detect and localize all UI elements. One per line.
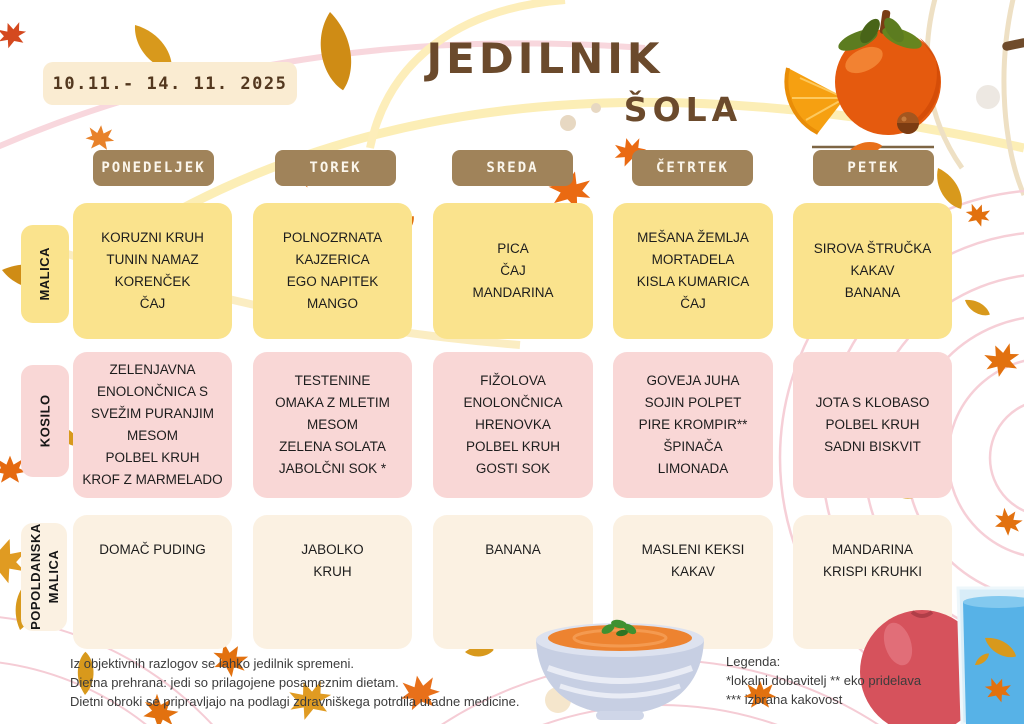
legend-line: *lokalni dobavitelj ** eko pridelava	[726, 672, 922, 688]
cream-arcs	[924, 0, 1024, 197]
row-label-text: KOSILO	[37, 394, 53, 448]
menu-cell-kosilo-torek: TESTENINE OMAKA Z MLETIM MESOM ZELENA SO…	[253, 352, 412, 498]
menu-cell-kosilo-sreda: FIŽOLOVA ENOLONČNICA HRENOVKA POLBEL KRU…	[433, 352, 593, 498]
persimmon-icon	[784, 9, 941, 135]
day-header-torek: TOREK	[275, 150, 396, 186]
row-label-text: POPOLDANSKA MALICA	[27, 523, 60, 631]
menu-cell-popoldanska-ponedeljek: DOMAČ PUDING	[73, 515, 232, 649]
day-header-cetrtek: ČETRTEK	[632, 150, 753, 186]
menu-cell-kosilo-petek: JOTA S KLOBASO POLBEL KRUH SADNI BISKVIT	[793, 352, 952, 498]
legend: Legenda: *lokalni dobavitelj ** eko prid…	[726, 653, 921, 710]
legend-title: Legenda:	[726, 654, 781, 669]
row-label-kosilo: KOSILO	[21, 365, 69, 477]
footnote: Iz objektivnih razlogov se lahko jedilni…	[70, 656, 354, 671]
footnote: Dietna prehrana: jedi so prilagojene pos…	[70, 674, 399, 690]
menu-cell-malica-ponedeljek: KORUZNI KRUH TUNIN NAMAZ KORENČEK ČAJ	[73, 203, 232, 339]
row-label-popoldanska-malica: POPOLDANSKA MALICA	[21, 523, 67, 631]
menu-cell-popoldanska-torek: JABOLKO KRUH	[253, 515, 412, 649]
menu-cell-kosilo-cetrtek: GOVEJA JUHA SOJIN POLPET PIRE KROMPIR** …	[613, 352, 773, 498]
legend-line: *** izbrana kakovost	[726, 691, 843, 707]
menu-cell-malica-cetrtek: MEŠANA ŽEMLJA MORTADELA KISLA KUMARICA Č…	[613, 203, 773, 339]
page-subtitle: ŠOLA	[623, 90, 743, 129]
row-label-text: MALICA	[37, 247, 53, 301]
menu-cell-malica-sreda: PICA ČAJ MANDARINA	[433, 203, 593, 339]
menu-cell-popoldanska-petek: MANDARINA KRISPI KRUHKI	[793, 515, 952, 649]
water-glass-icon	[956, 586, 1024, 724]
footnote: Dietni obroki se pripravljajo na podlagi…	[70, 693, 520, 709]
menu-cell-popoldanska-cetrtek: MASLENI KEKSI KAKAV	[613, 515, 773, 649]
menu-cell-malica-petek: SIROVA ŠTRUČKA KAKAV BANANA	[793, 203, 952, 339]
day-header-ponedeljek: PONEDELJEK	[93, 150, 214, 186]
date-range-badge: 10.11.- 14. 11. 2025	[43, 62, 297, 105]
menu-cell-kosilo-ponedeljek: ZELENJAVNA ENOLONČNICA S SVEŽIM PURANJIM…	[73, 352, 232, 498]
day-header-sreda: SREDA	[452, 150, 573, 186]
day-header-petek: PETEK	[813, 150, 934, 186]
footnotes: Iz objektivnih razlogov se lahko jedilni…	[70, 655, 519, 712]
page-title: JEDILNIK	[426, 34, 664, 83]
row-label-malica: MALICA	[21, 225, 69, 323]
menu-cell-malica-torek: POLNOZRNATA KAJZERICA EGO NAPITEK MANGO	[253, 203, 412, 339]
menu-cell-popoldanska-sreda: BANANA	[433, 515, 593, 649]
